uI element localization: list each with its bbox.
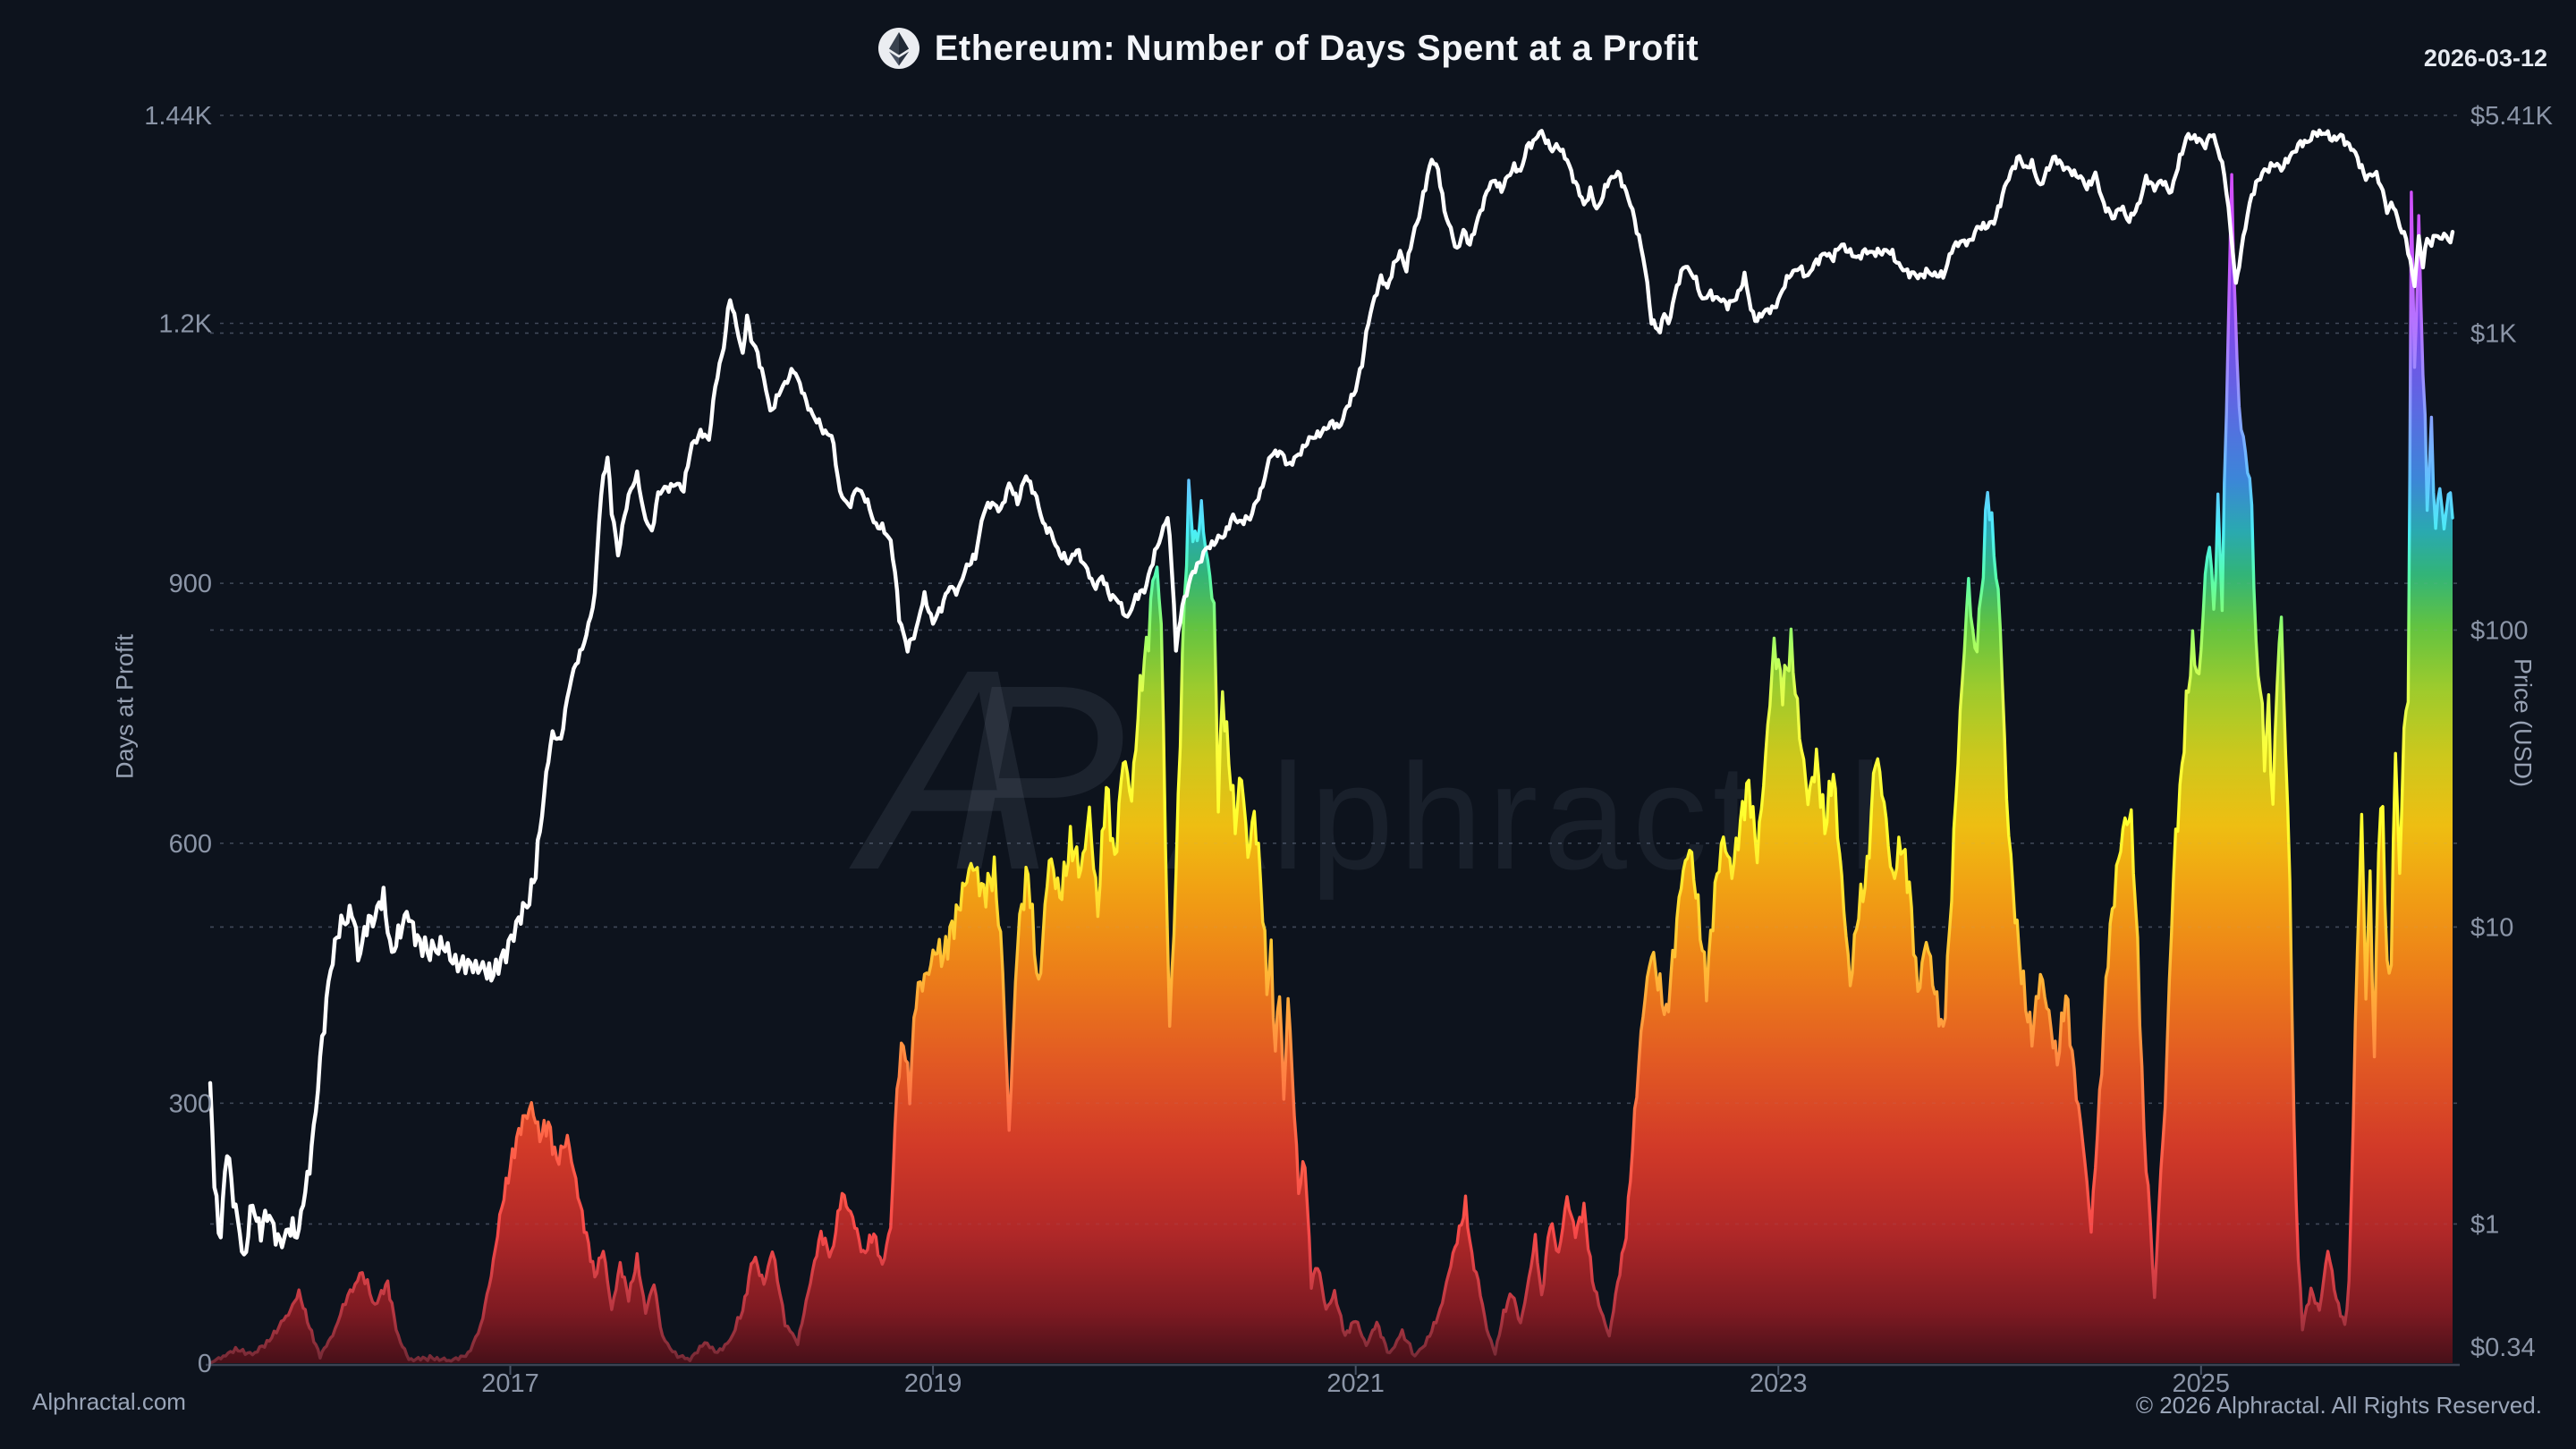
gridlines [210,114,2460,1225]
x-tick-label: 2025 [2173,1369,2231,1398]
y-tick-label-left: 900 [169,570,212,598]
right-axis-title: Price (USD) [2509,657,2537,788]
title-bar: Ethereum: Number of Days Spent at a Prof… [0,27,2576,70]
y-tick-label-left: 1.2K [158,310,212,339]
footer-copyright: © 2026 Alphractal. All Rights Reserved. [2135,1392,2542,1419]
x-tick-label: 2021 [1326,1369,1385,1398]
y-tick-label-left: 1.44K [144,102,212,131]
ethereum-icon [877,28,919,69]
report-date: 2026-03-12 [2423,45,2547,72]
footer-site-link[interactable]: Alphractal.com [32,1388,186,1415]
y-tick-label-right: $1K [2470,319,2517,348]
y-tick-label-right: $0.34 [2470,1334,2536,1362]
y-tick-label-right: $1 [2470,1210,2499,1239]
left-axis-title: Days at Profit [111,633,139,780]
y-tick-label-left: 0 [198,1350,212,1378]
days-at-profit-series [208,173,2454,1365]
y-tick-label-right: $5.41K [2470,102,2554,131]
axes: 1.44K 1.2K 900 600 300 0 $5.41K $1K $100 $10 $1 $0.… [144,102,2553,1398]
x-tick-label: 2019 [904,1369,962,1398]
x-tick-label: 2017 [481,1369,539,1398]
y-tick-label-right: $10 [2470,913,2513,942]
page-title: Ethereum: Number of Days Spent at a Prof… [934,28,1699,68]
y-tick-label-right: $100 [2470,616,2529,645]
price-line-series [208,128,2455,1257]
x-tick-label: 2023 [1750,1369,1808,1398]
y-tick-label-left: 300 [169,1089,212,1118]
y-tick-label-left: 600 [169,830,212,859]
gridlines [210,114,2460,1225]
